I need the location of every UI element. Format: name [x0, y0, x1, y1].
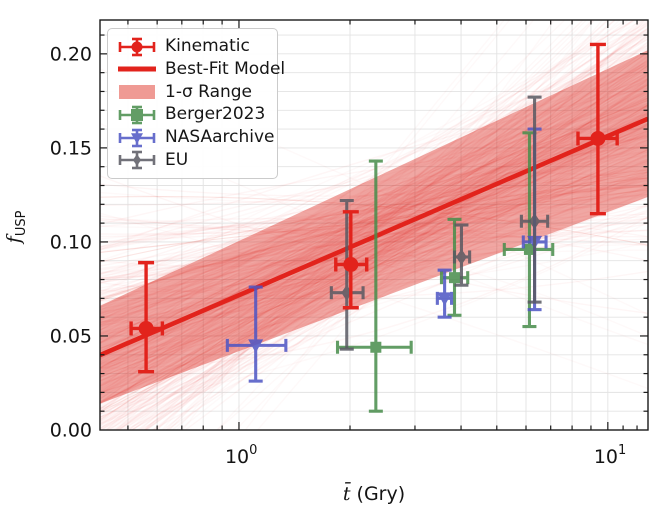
y-axis-subscript: USP: [13, 210, 29, 237]
legend-item-berger2023: Berger2023: [116, 104, 271, 125]
axes-frame: [99, 19, 649, 431]
legend-item-nasaarchive: NASAarchive: [116, 127, 275, 148]
legend: Kinematic Best-Fit Model 1-σ Range Berge…: [107, 28, 285, 179]
kinematic-point-1: [343, 256, 359, 272]
eu-point-2: [529, 213, 541, 230]
kinematic-point-0: [138, 320, 154, 336]
legend-label-eu: EU: [165, 149, 189, 170]
berger2023-errorbar-marker-icon: [116, 105, 158, 125]
y-axis-label: fUSP: [3, 187, 29, 267]
nasaarchive-point-1: [437, 292, 453, 306]
grid-lines: [100, 20, 648, 430]
x-axis-label: t̄ (Gry): [343, 483, 405, 505]
legend-label-nasaarchive: NASAarchive: [165, 127, 275, 148]
kinematic-point-2: [590, 130, 606, 146]
y-tick-label: 0.05: [50, 325, 92, 347]
legend-label-sigma-range: 1-σ Range: [165, 81, 253, 102]
berger2023-point-0: [370, 341, 382, 353]
tick-labels: 0.00 0.05 0.10 0.15 0.20 100 101: [50, 43, 627, 468]
legend-glyph-circle: [131, 41, 143, 52]
y-tick-label: 0.00: [50, 420, 92, 442]
legend-item-eu: EU: [116, 150, 271, 171]
series-eu: [329, 95, 550, 351]
eu-point-1: [456, 248, 467, 265]
sigma-band: [100, 50, 648, 404]
legend-glyph-diamond: [132, 154, 142, 167]
legend-label-best-fit-model: Best-Fit Model: [165, 58, 286, 79]
legend-label-berger2023: Berger2023: [165, 104, 266, 125]
legend-item-best-fit-model: Best-Fit Model: [116, 59, 285, 80]
series-kinematic: [129, 42, 619, 374]
series-berger2023: [335, 131, 555, 413]
sigma-band-patch-icon: [116, 82, 158, 102]
nasaarchive-point-0: [248, 339, 264, 353]
legend-item-kinematic: Kinematic: [116, 36, 271, 57]
x-axis-symbol: t̄: [342, 483, 351, 505]
legend-glyph-square: [131, 108, 143, 121]
legend-label-kinematic: Kinematic: [165, 36, 250, 56]
x-tick-label: 100: [225, 443, 257, 468]
nasaarchive-errorbar-marker-icon: [116, 128, 158, 148]
axis-ticks: [100, 20, 648, 430]
y-axis-symbol: f: [3, 236, 26, 244]
legend-item-sigma-range: 1-σ Range: [116, 82, 271, 103]
eu-errorbar-marker-icon: [116, 150, 158, 170]
y-tick-label: 0.10: [50, 231, 92, 253]
kinematic-errorbar-marker-icon: [116, 37, 158, 57]
x-axis-unit: (Gry): [350, 483, 406, 505]
best-fit-line-icon: [116, 59, 158, 79]
x-tick-label: 101: [594, 443, 626, 468]
legend-glyph-triangle-down: [131, 132, 143, 144]
best-fit-line: [100, 116, 648, 358]
y-tick-label: 0.20: [50, 43, 92, 65]
berger2023-point-1: [449, 272, 461, 284]
posterior-draws: [100, 20, 648, 430]
berger2023-point-2: [523, 243, 535, 255]
y-tick-label: 0.15: [50, 137, 92, 159]
